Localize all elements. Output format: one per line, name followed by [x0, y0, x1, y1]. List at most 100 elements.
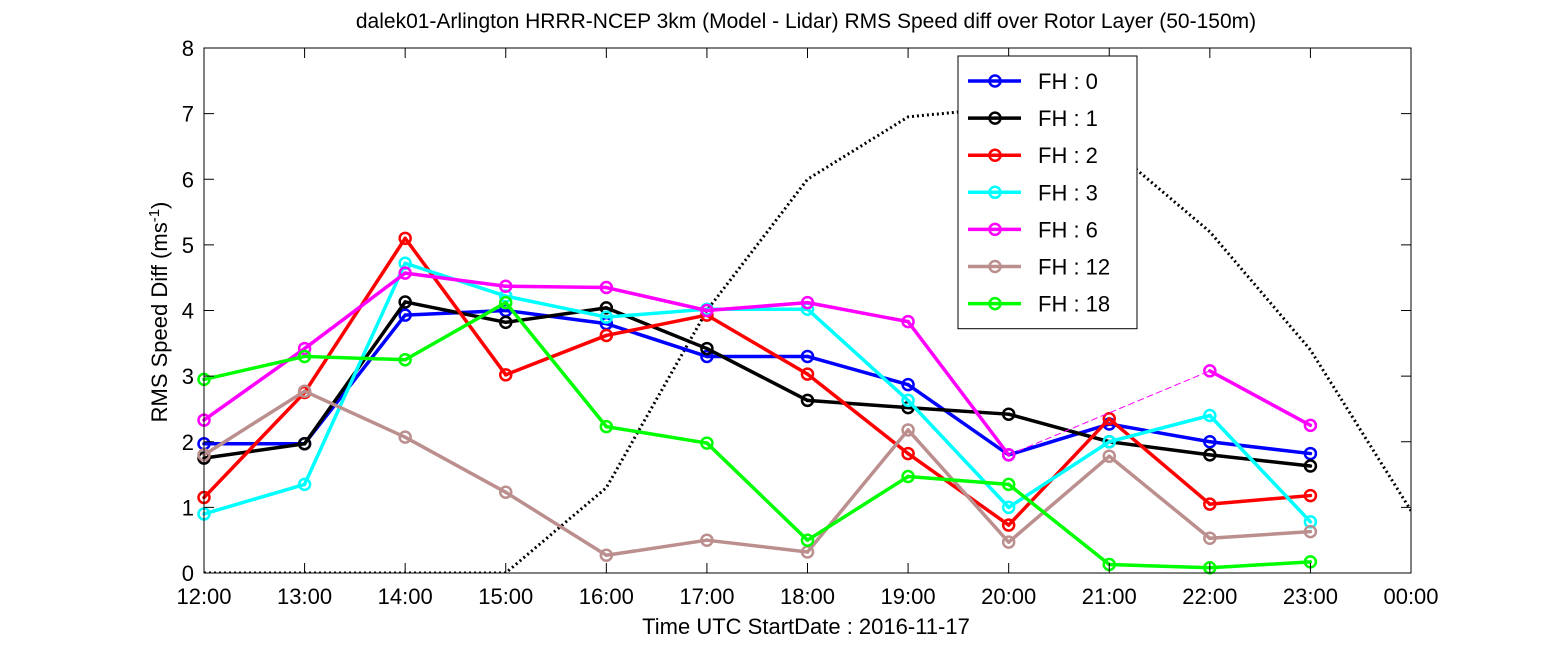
y-axis-label: RMS Speed Diff (ms-1) — [146, 202, 173, 423]
x-tick-label: 00:00 — [1383, 584, 1438, 609]
legend-swatch-marker — [988, 74, 1002, 88]
series-line-segment — [1107, 562, 1212, 570]
data-point — [1001, 500, 1016, 515]
series-line-segment — [1208, 529, 1313, 540]
data-point — [800, 393, 815, 408]
data-point — [499, 279, 513, 293]
series-line-segment — [504, 284, 609, 290]
series-line-segment — [1208, 560, 1313, 570]
data-point — [1001, 477, 1016, 492]
data-point — [700, 533, 714, 547]
data-point — [297, 477, 312, 492]
chart-title: dalek01-Arlington HRRR-NCEP 3km (Model -… — [356, 10, 1256, 33]
y-tick-label: 6 — [182, 167, 194, 192]
series-line-segment — [705, 346, 810, 403]
legend-entry: FH : 3 — [968, 180, 1098, 205]
axes — [203, 47, 1412, 574]
data-point — [901, 423, 915, 437]
series-line-segment — [1107, 417, 1212, 506]
series-line-segment — [805, 354, 910, 387]
legend-label: FH : 6 — [1038, 217, 1098, 242]
series-6 — [197, 295, 1318, 575]
data-point — [499, 368, 513, 382]
legend-swatch-marker — [988, 185, 1002, 200]
series-line-segment — [504, 333, 609, 377]
series-line-segment — [504, 294, 609, 319]
series-line-segment — [202, 354, 307, 382]
data-point — [398, 308, 412, 322]
legend-entry: FH : 12 — [968, 255, 1110, 280]
series-line-segment — [705, 538, 810, 554]
y-tick-label: 7 — [182, 102, 194, 127]
data-point — [398, 295, 412, 309]
legend-entry: FH : 2 — [968, 143, 1098, 168]
series-line-segment — [604, 538, 709, 558]
series-line-segment — [302, 271, 407, 351]
x-tick-labels: 12:00 13:00 14:00 15:00 16:00 17:00 18:00 19:00… — [176, 584, 1438, 609]
data-point — [1001, 535, 1016, 549]
series-line-segment — [1107, 413, 1212, 444]
data-point — [1203, 435, 1217, 449]
series-line-segment — [906, 319, 1011, 457]
x-tick-label: 13:00 — [277, 584, 332, 609]
data-point — [398, 430, 412, 444]
data-point — [700, 349, 714, 364]
series-line-segment — [1006, 417, 1111, 527]
y-tick-label: 3 — [182, 364, 194, 389]
series-line-segment — [906, 398, 1011, 510]
data-point — [800, 367, 815, 381]
x-tick-label: 18:00 — [780, 584, 835, 609]
series-line-segment — [705, 441, 810, 542]
series-line-segment — [202, 441, 307, 460]
series-line-segment — [403, 300, 508, 325]
x-tick-label: 23:00 — [1283, 584, 1338, 609]
series-line-segment — [906, 405, 1011, 416]
series-line-segment — [1008, 370, 1211, 456]
legend-entry: FH : 6 — [968, 217, 1098, 242]
data-point — [901, 314, 915, 329]
x-tick-label: 16:00 — [579, 584, 634, 609]
series-line-segment — [1107, 454, 1212, 540]
series-line-segment — [805, 300, 910, 324]
y-axis-label-sup: -1 — [146, 209, 163, 222]
data-point — [599, 419, 614, 434]
y-tick-label: 0 — [182, 561, 194, 586]
legend-label: FH : 18 — [1038, 292, 1110, 317]
legend-entry: FH : 18 — [968, 292, 1110, 317]
series-line-segment — [805, 428, 910, 554]
series-line-segment — [504, 490, 609, 558]
series-line-segment — [1107, 422, 1212, 444]
data-point — [398, 231, 412, 246]
legend-entry: FH : 1 — [968, 106, 1098, 131]
series-line-segment — [906, 428, 1011, 544]
legend-swatch-marker — [988, 259, 1002, 274]
data-point — [1001, 448, 1016, 462]
data-point — [599, 310, 614, 324]
data-point — [1303, 488, 1318, 503]
series-line-segment — [504, 300, 609, 429]
series-line-segment — [403, 236, 508, 377]
series-line-segment — [906, 474, 1011, 487]
data-point — [901, 446, 915, 461]
data-point — [700, 341, 714, 356]
data-point — [1203, 531, 1217, 545]
series-line-segment — [504, 306, 609, 325]
data-point — [1203, 497, 1217, 511]
legend-label: FH : 0 — [1038, 69, 1098, 94]
data-point — [1303, 459, 1318, 473]
series-line-segment — [604, 307, 709, 319]
series-line-segment — [302, 389, 407, 439]
series-line-segment — [1006, 482, 1111, 567]
y-axis-label-main: RMS Speed Diff (ms — [147, 222, 172, 422]
series-line-segment — [805, 398, 910, 410]
series-line-segment — [504, 308, 609, 326]
series-0 — [197, 303, 1318, 462]
y-tick-label: 8 — [182, 36, 194, 61]
x-tick-label: 20:00 — [981, 584, 1036, 609]
series-line-segment — [705, 313, 810, 376]
data-point — [901, 469, 915, 484]
data-point — [398, 266, 412, 280]
data-point — [1303, 446, 1318, 461]
series-2 — [197, 231, 1318, 532]
